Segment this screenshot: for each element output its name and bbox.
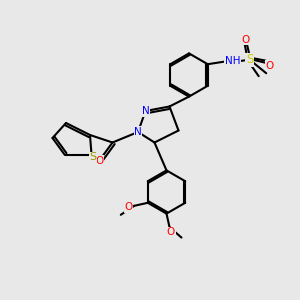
Text: N: N	[134, 127, 142, 137]
Text: O: O	[95, 155, 103, 166]
Text: S: S	[89, 152, 97, 163]
Text: O: O	[124, 202, 132, 212]
Text: O: O	[241, 34, 249, 45]
Text: N: N	[142, 106, 149, 116]
Text: NH: NH	[225, 56, 240, 66]
Text: S: S	[246, 53, 253, 66]
Text: O: O	[167, 227, 175, 237]
Text: O: O	[266, 61, 274, 71]
